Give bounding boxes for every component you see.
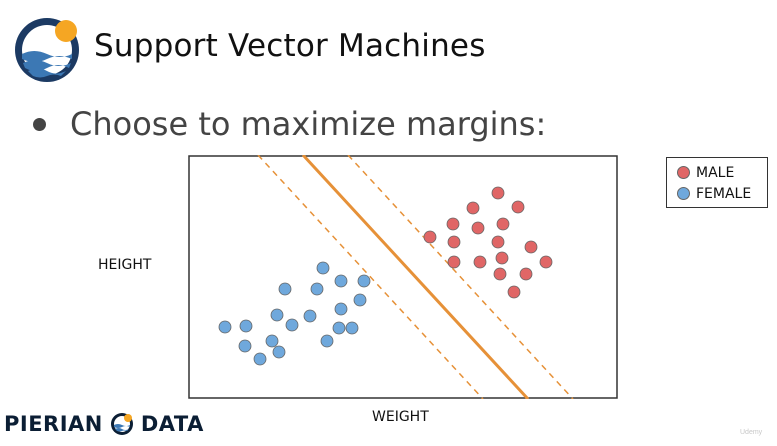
legend-item-female: FEMALE bbox=[677, 183, 767, 204]
female-point bbox=[316, 261, 330, 275]
female-point bbox=[272, 345, 286, 359]
female-point bbox=[303, 309, 317, 323]
bullet-text: Choose to maximize margins: bbox=[70, 105, 547, 143]
female-marker-icon bbox=[677, 187, 690, 200]
udemy-watermark: Udemy bbox=[740, 429, 763, 436]
female-point bbox=[270, 308, 284, 322]
decision-lines bbox=[257, 155, 574, 399]
svm-scatter-plot bbox=[188, 155, 618, 399]
male-point bbox=[507, 285, 521, 299]
legend: MALE FEMALE bbox=[666, 157, 768, 208]
bullet-item: Choose to maximize margins: bbox=[33, 105, 546, 143]
male-point bbox=[491, 186, 505, 200]
margin-line-1 bbox=[257, 155, 484, 399]
x-axis-label: WEIGHT bbox=[372, 409, 429, 425]
pierian-logo-icon bbox=[15, 18, 79, 82]
female-point bbox=[238, 339, 252, 353]
female-point bbox=[239, 319, 253, 333]
hyperplane-line bbox=[301, 155, 530, 399]
female-point bbox=[353, 293, 367, 307]
female-point bbox=[253, 352, 267, 366]
female-point bbox=[285, 318, 299, 332]
slide-title: Support Vector Machines bbox=[94, 28, 486, 64]
male-point bbox=[539, 255, 553, 269]
y-axis-label: HEIGHT bbox=[98, 257, 152, 273]
male-point bbox=[466, 201, 480, 215]
female-point bbox=[265, 334, 279, 348]
female-point bbox=[357, 274, 371, 288]
male-point bbox=[519, 267, 533, 281]
female-point bbox=[334, 274, 348, 288]
female-point bbox=[310, 282, 324, 296]
male-point bbox=[447, 235, 461, 249]
male-point bbox=[495, 251, 509, 265]
legend-label-male: MALE bbox=[696, 164, 735, 181]
female-point bbox=[334, 302, 348, 316]
legend-item-male: MALE bbox=[677, 162, 767, 183]
brand-right-text: DATA bbox=[140, 412, 204, 436]
male-point bbox=[447, 255, 461, 269]
male-point bbox=[423, 230, 437, 244]
male-point bbox=[491, 235, 505, 249]
pierian-data-brand: PIERIAN DATA bbox=[4, 412, 204, 436]
male-point bbox=[496, 217, 510, 231]
female-point bbox=[332, 321, 346, 335]
plot-frame bbox=[188, 155, 618, 399]
female-point bbox=[320, 334, 334, 348]
legend-label-female: FEMALE bbox=[696, 185, 752, 202]
female-point bbox=[278, 282, 292, 296]
male-marker-icon bbox=[677, 166, 690, 179]
male-point bbox=[471, 221, 485, 235]
data-points bbox=[218, 186, 553, 366]
brand-wave-icon bbox=[110, 413, 133, 435]
bullet-dot bbox=[33, 117, 46, 131]
male-point bbox=[524, 240, 538, 254]
margin-line-2 bbox=[347, 155, 574, 399]
male-point bbox=[511, 200, 525, 214]
female-point bbox=[218, 320, 232, 334]
female-point bbox=[345, 321, 359, 335]
male-point bbox=[473, 255, 487, 269]
male-point bbox=[493, 267, 507, 281]
brand-left-text: PIERIAN bbox=[4, 412, 103, 436]
male-point bbox=[446, 217, 460, 231]
